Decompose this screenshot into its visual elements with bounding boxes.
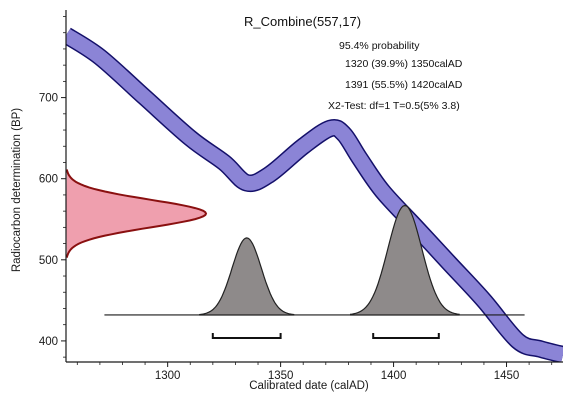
measurement-distribution-outline bbox=[66, 169, 208, 258]
calibration-curve-band bbox=[66, 28, 563, 362]
plot-content bbox=[66, 27, 563, 362]
annotation-range-1: 1320 (39.9%) 1350calAD bbox=[345, 58, 463, 70]
posterior-peak-2 bbox=[350, 204, 460, 316]
y-tick-label-600: 600 bbox=[39, 174, 58, 186]
x-tick-label-1300: 1300 bbox=[155, 370, 181, 382]
axes: 1300 1350 1400 1450 400 500 600 700 bbox=[39, 10, 563, 382]
chart-title: R_Combine(557,17) bbox=[244, 14, 361, 29]
annotation-range-2: 1391 (55.5%) 1420calAD bbox=[345, 79, 463, 91]
measurement-distribution bbox=[66, 169, 206, 258]
posterior-peak-1 bbox=[199, 237, 295, 316]
y-tick-label-400: 400 bbox=[39, 336, 58, 348]
x-tick-label-1350: 1350 bbox=[268, 370, 294, 382]
annotation-probability: 95.4% probability bbox=[339, 40, 420, 52]
y-axis-label: Radiocarbon determination (BP) bbox=[11, 108, 23, 272]
y-tick-label-700: 700 bbox=[39, 93, 58, 105]
x-tick-label-1450: 1450 bbox=[494, 370, 520, 382]
x-axis-label: Calibrated date (calAD) bbox=[249, 380, 369, 392]
x-tick-label-1400: 1400 bbox=[381, 370, 407, 382]
chart-text: R_Combine(557,17) 95.4% probability 1320… bbox=[11, 14, 463, 392]
plot-area bbox=[66, 27, 563, 362]
range-bracket-2 bbox=[372, 332, 440, 339]
annotation-chi-test: X2-Test: df=1 T=0.5(5% 3.8) bbox=[328, 100, 460, 112]
range-bracket-1 bbox=[211, 332, 282, 339]
y-tick-label-500: 500 bbox=[39, 255, 58, 267]
